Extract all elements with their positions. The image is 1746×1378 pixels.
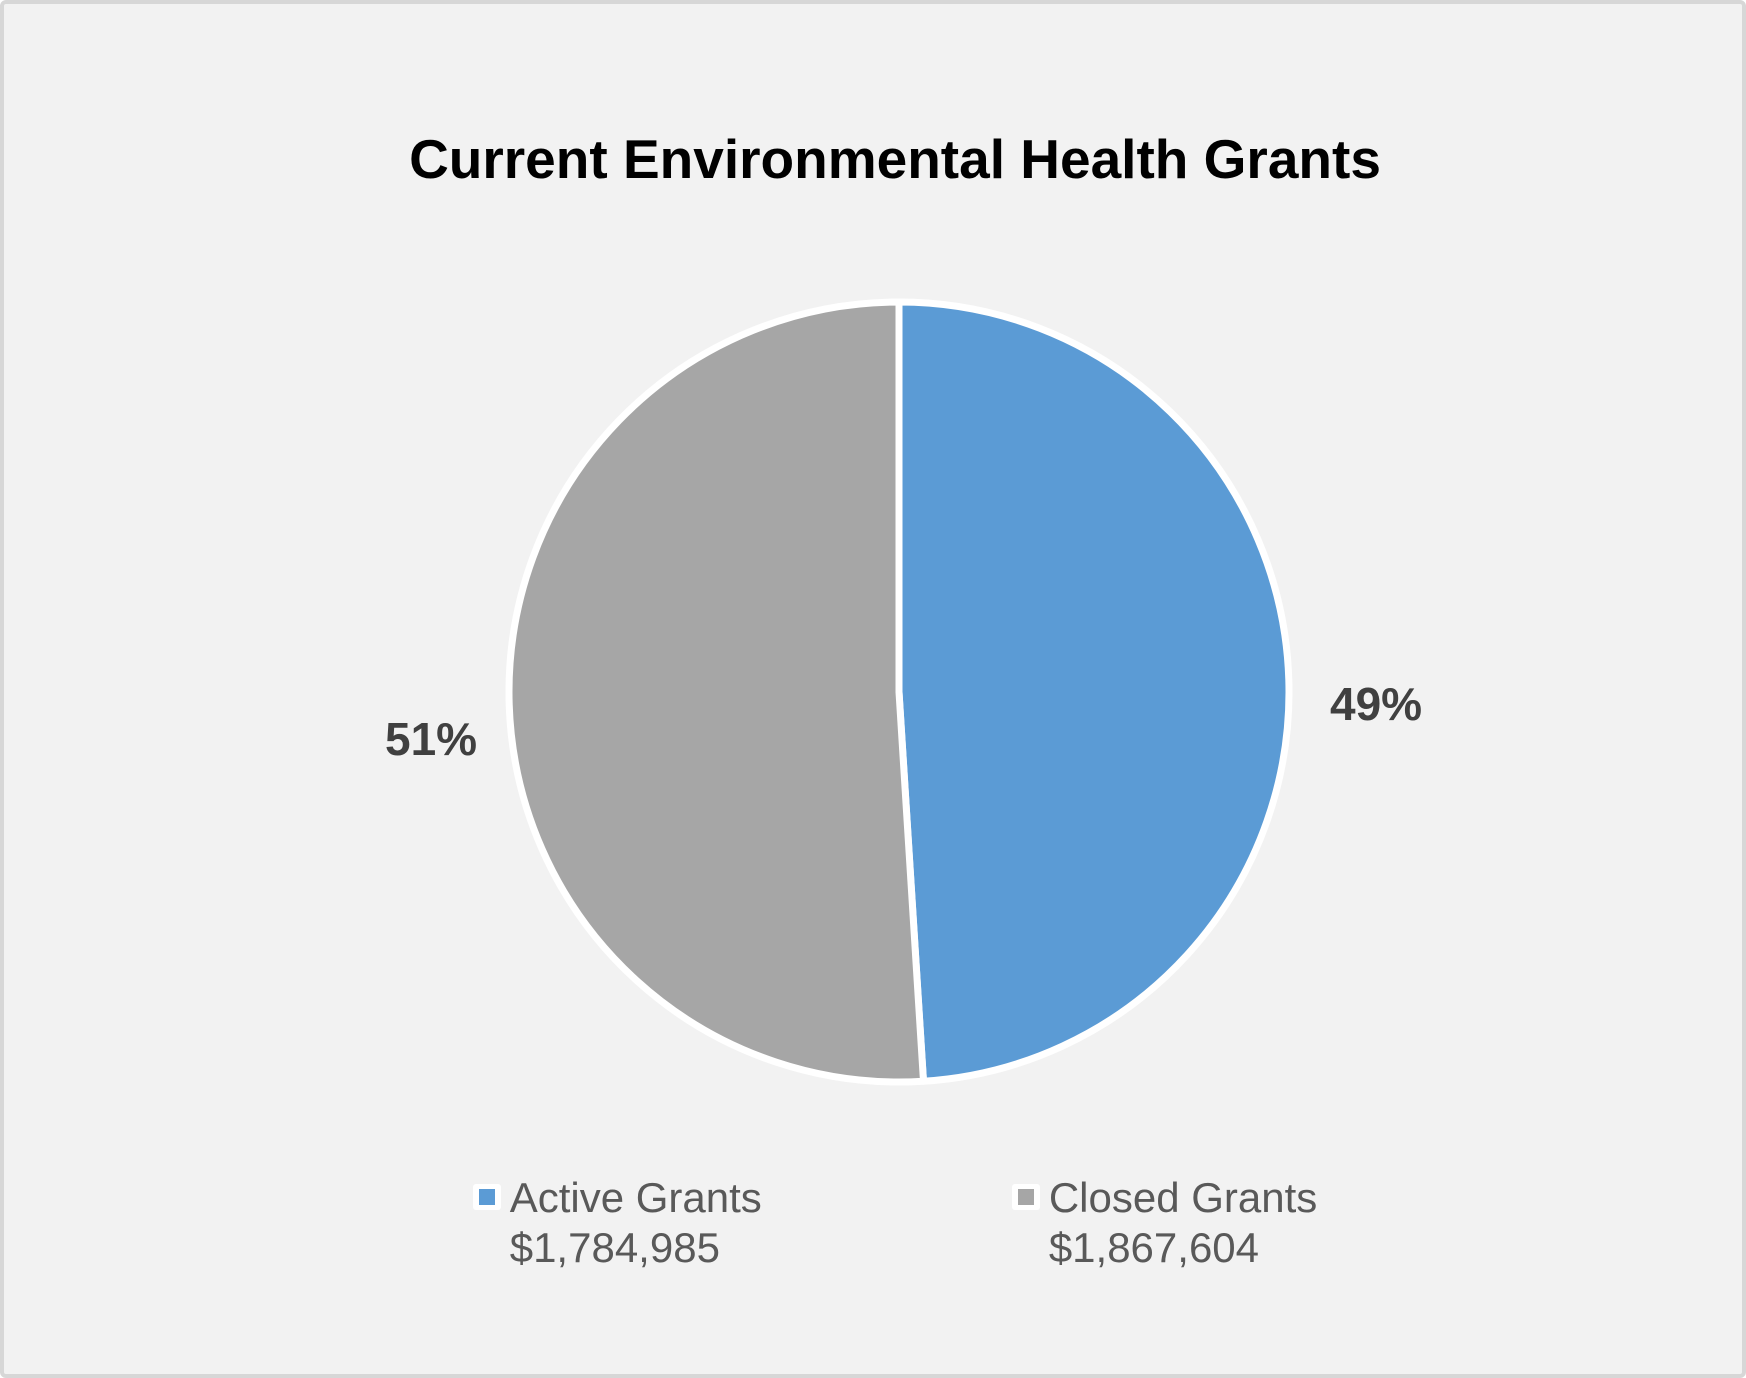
legend-item-closed-grants: Closed Grants $1,867,604	[1011, 1173, 1318, 1273]
pie-slice-closed-grants	[505, 298, 927, 1086]
legend-marker-active-grants-icon	[472, 1184, 501, 1210]
legend-label-closed-grants: Closed Grants	[1048, 1174, 1318, 1221]
chart-title: Current Environmental Health Grants	[409, 128, 1381, 190]
legend-value-active-grants: $1,784,985	[509, 1224, 720, 1271]
pie-chart	[505, 298, 1293, 1086]
active-grants-swatch-icon	[478, 1189, 495, 1205]
legend-label-active-grants: Active Grants	[509, 1174, 762, 1221]
closed-grants-swatch-icon	[1017, 1189, 1034, 1205]
legend-value-closed-grants: $1,867,604	[1048, 1224, 1260, 1271]
legend-marker-closed-grants-icon	[1011, 1184, 1040, 1210]
pie-slice-active-grants	[895, 298, 1293, 1085]
data-label-closed-percent: 51%	[385, 713, 478, 765]
legend-item-active-grants: Active Grants $1,784,985	[472, 1173, 762, 1273]
legend: Active Grants $1,784,985 Closed Grants $…	[48, 1173, 1742, 1273]
data-label-active-percent: 49%	[1330, 678, 1423, 730]
